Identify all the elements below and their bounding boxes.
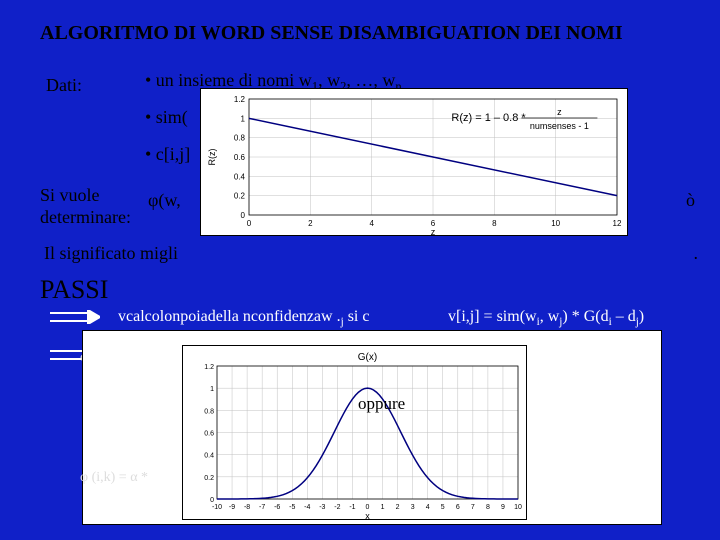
svg-text:0.4: 0.4 [234, 172, 246, 181]
si-vuole-label: Si vuole determinare: [40, 185, 131, 228]
svg-text:0: 0 [366, 504, 370, 511]
o-trail: ò [686, 190, 695, 211]
svg-text:0: 0 [241, 211, 246, 220]
svg-text:1.2: 1.2 [234, 95, 246, 104]
svg-text:0.4: 0.4 [204, 453, 214, 460]
oppure-label: oppure [358, 394, 405, 414]
svg-text:7: 7 [471, 504, 475, 511]
svg-text:0.6: 0.6 [204, 431, 214, 438]
svg-text:1: 1 [381, 504, 385, 511]
svg-text:-5: -5 [289, 504, 295, 511]
bullet-3: • c[i,j] [145, 144, 190, 165]
svg-text:0.6: 0.6 [234, 153, 246, 162]
svg-text:10: 10 [551, 219, 560, 228]
svg-text:-7: -7 [259, 504, 265, 511]
svg-text:0.2: 0.2 [234, 192, 246, 201]
phi-ik-formula-2: φ (i,k) = α * [80, 470, 148, 486]
svg-text:R(z) = 1 – 0.8 *: R(z) = 1 – 0.8 * [451, 112, 526, 124]
svg-text:-4: -4 [304, 504, 310, 511]
svg-text:1: 1 [241, 114, 246, 123]
dati-label: Dati: [46, 75, 82, 96]
arrow-icon-1 [50, 310, 100, 324]
coppia-text: vcalcolonpoiadella nconfidenzaw .j si c [118, 308, 369, 328]
svg-text:0: 0 [247, 219, 252, 228]
svg-text:1: 1 [210, 386, 214, 393]
svg-text:8: 8 [486, 504, 490, 511]
g-of-x-chart: 00.20.40.60.811.2-10-9-8-7-6-5-4-3-2-101… [182, 345, 527, 520]
svg-text:-8: -8 [244, 504, 250, 511]
svg-text:z: z [557, 107, 562, 117]
svg-text:5: 5 [441, 504, 445, 511]
svg-text:6: 6 [456, 504, 460, 511]
allo-text: allo [106, 398, 130, 416]
svg-text:x: x [365, 511, 370, 521]
svg-text:10: 10 [514, 504, 522, 511]
alpha-beta-eq: α + β = 1 [560, 395, 619, 413]
svg-text:0.2: 0.2 [204, 475, 214, 482]
svg-text:3: 3 [411, 504, 415, 511]
on-ij-expr: on[i,j] += v[i,j]; [540, 420, 635, 437]
svg-text:4: 4 [369, 219, 374, 228]
svg-text:1.2: 1.2 [204, 364, 214, 371]
slide-title: ALGORITMO DI WORD SENSE DISAMBIGUATION D… [40, 22, 700, 45]
svg-text:2: 2 [396, 504, 400, 511]
svg-text:2: 2 [308, 219, 313, 228]
svg-text:0.8: 0.8 [204, 408, 214, 415]
svg-text:-9: -9 [229, 504, 235, 511]
svg-text:-1: -1 [349, 504, 355, 511]
svg-text:9: 9 [501, 504, 505, 511]
svg-text:R(z): R(z) [207, 149, 217, 166]
svg-text:0.8: 0.8 [234, 134, 246, 143]
svg-text:12: 12 [613, 219, 622, 228]
svg-text:z: z [431, 227, 436, 237]
significato-text: Il significato migli [44, 243, 178, 264]
svg-text:numsenses - 1: numsenses - 1 [530, 121, 589, 131]
svg-text:0: 0 [210, 497, 214, 504]
phi-expr: φ(w, [148, 190, 181, 211]
significato-end: . [694, 243, 699, 264]
passi-heading: PASSI [40, 275, 108, 305]
r-of-z-chart: 00.20.40.60.811.2024681012R(z)zR(z) = 1 … [200, 88, 628, 236]
svg-text:-2: -2 [334, 504, 340, 511]
svg-text:G(x): G(x) [358, 352, 377, 363]
svg-text:4: 4 [426, 504, 430, 511]
bullet-2: • sim( [145, 107, 188, 128]
svg-text:-10: -10 [212, 504, 222, 511]
svg-text:-6: -6 [274, 504, 280, 511]
svg-text:8: 8 [492, 219, 497, 228]
vij-formula: v[i,j] = sim(wi, wj) * G(di – dj) [448, 308, 644, 328]
svg-text:-3: -3 [319, 504, 325, 511]
